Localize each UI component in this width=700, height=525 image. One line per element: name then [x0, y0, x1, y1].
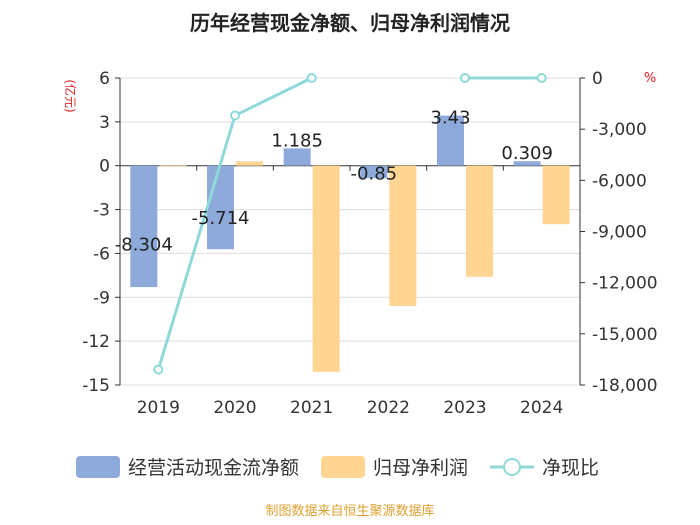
- right-tick-label: -3,000: [592, 120, 647, 140]
- left-tick-label: -3: [93, 201, 110, 221]
- left-tick-label: -9: [93, 288, 110, 308]
- cashflow-value-label: -0.85: [351, 164, 398, 185]
- cashflow-value-label: 0.309: [501, 143, 553, 164]
- net-profit-bar: [236, 161, 263, 166]
- x-tick-label: 2019: [137, 398, 180, 418]
- chart-title: 历年经营现金净额、归母净利润情况: [190, 11, 510, 35]
- ratio-point: [153, 364, 164, 375]
- x-tick-label: 2024: [520, 398, 563, 418]
- x-tick-label: 2020: [213, 398, 256, 418]
- cashflow-value-label: -8.304: [115, 235, 173, 256]
- ratio-point: [460, 73, 470, 83]
- legend-label: 归母净利润: [373, 457, 468, 479]
- cashflow-bar: [360, 165, 388, 179]
- net-profit-bar: [542, 165, 570, 225]
- cashflow-value-label: 1.185: [271, 130, 323, 151]
- legend-label: 净现比: [542, 457, 599, 479]
- right-axis-unit: %: [644, 71, 656, 86]
- net-profit-bar: [389, 165, 417, 307]
- cashflow-bar: [283, 148, 311, 166]
- cashflow-bar: [437, 115, 464, 166]
- ratio-point: [230, 110, 240, 121]
- legend: 经营活动现金流净额 归母净利润 净现比: [76, 456, 599, 479]
- right-tick-label: -6,000: [592, 171, 647, 191]
- legend-swatch: [76, 456, 120, 478]
- axes: 6 3 0 -3 -6 -9 -12 -15 0 -3,000 -6,000 -9,000 -12,00…: [82, 69, 657, 418]
- left-tick-label: -15: [82, 376, 110, 396]
- net-profit-bar: [466, 165, 493, 277]
- right-tick-label: -12,000: [592, 274, 658, 294]
- cashflow-bar: [513, 161, 541, 166]
- net-profit-bar: [159, 165, 187, 167]
- grid-lines: [120, 77, 580, 386]
- data-labels: -8.304 -5.714 1.185 -0.85 3.43 0.309: [115, 108, 553, 256]
- net-profit-bar: [312, 165, 340, 372]
- ratio-line: [153, 73, 547, 375]
- left-tick-label: 6: [99, 69, 110, 89]
- left-tick-label: -6: [93, 244, 110, 264]
- left-tick-label: 3: [99, 113, 110, 133]
- left-tick-label: -12: [82, 332, 110, 352]
- right-tick-label: 0: [592, 69, 603, 89]
- ratio-point: [306, 73, 317, 83]
- legend-label: 经营活动现金流净额: [128, 457, 299, 479]
- x-tick-label: 2021: [290, 398, 333, 418]
- legend-line-marker: [503, 458, 522, 476]
- left-tick-label: 0: [99, 157, 110, 177]
- right-tick-label: -9,000: [592, 223, 647, 243]
- cashflow-value-label: 3.43: [430, 108, 470, 129]
- x-tick-label: 2023: [443, 398, 486, 418]
- right-tick-label: -18,000: [592, 376, 658, 396]
- cashflow-bar: [130, 165, 158, 288]
- ratio-point: [536, 73, 547, 83]
- cashflow-bar: [207, 165, 234, 250]
- bars: [130, 115, 570, 372]
- footer-source: 制图数据来自恒生聚源数据库: [265, 503, 434, 519]
- right-tick-label: -15,000: [592, 325, 658, 345]
- left-axis-unit: (亿元): [63, 79, 78, 112]
- legend-swatch: [321, 456, 366, 478]
- x-tick-label: 2022: [367, 398, 410, 418]
- cashflow-value-label: -5.714: [191, 208, 249, 229]
